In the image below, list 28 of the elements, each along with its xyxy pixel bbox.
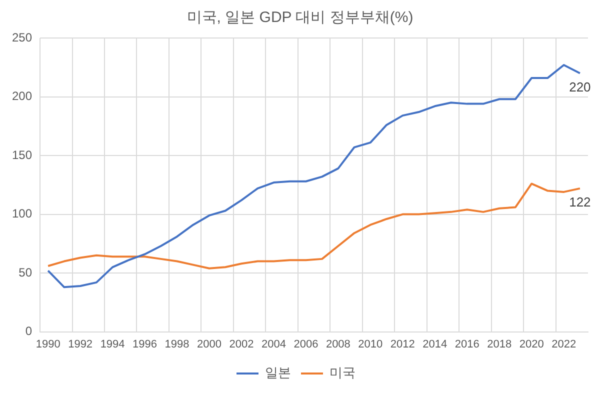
data-label: 122 — [569, 194, 591, 210]
y-tick-label: 250 — [12, 30, 32, 44]
x-tick-label: 2004 — [261, 338, 286, 350]
legend-label: 미국 — [330, 365, 356, 380]
x-tick-label: 2012 — [390, 338, 415, 350]
x-tick-label: 2002 — [229, 338, 254, 350]
x-tick-label: 2014 — [422, 338, 448, 350]
x-tick-label: 1990 — [36, 338, 60, 350]
chart-title: 미국, 일본 GDP 대비 정부부채(%) — [186, 8, 414, 27]
y-tick-label: 0 — [25, 324, 32, 338]
y-tick-label: 50 — [18, 265, 32, 280]
x-tick-label: 2018 — [487, 338, 512, 350]
legend-label: 일본 — [265, 365, 291, 380]
x-tick-label: 2000 — [197, 338, 222, 350]
data-label: 220 — [569, 79, 591, 94]
x-tick-label: 2016 — [454, 338, 480, 350]
x-tick-label: 1994 — [100, 338, 125, 350]
y-tick-label: 100 — [12, 206, 32, 221]
x-tick-label: 1998 — [164, 338, 190, 350]
x-tick-label: 2006 — [294, 338, 318, 350]
x-tick-label: 1992 — [68, 338, 93, 350]
x-tick-label: 1996 — [132, 338, 158, 350]
x-tick-label: 2010 — [358, 338, 383, 350]
y-tick-label: 150 — [12, 148, 32, 162]
x-tick-label: 2022 — [552, 338, 576, 350]
x-tick-label: 2020 — [519, 338, 544, 350]
x-tick-label: 2008 — [326, 338, 350, 350]
y-tick-label: 200 — [12, 89, 32, 104]
